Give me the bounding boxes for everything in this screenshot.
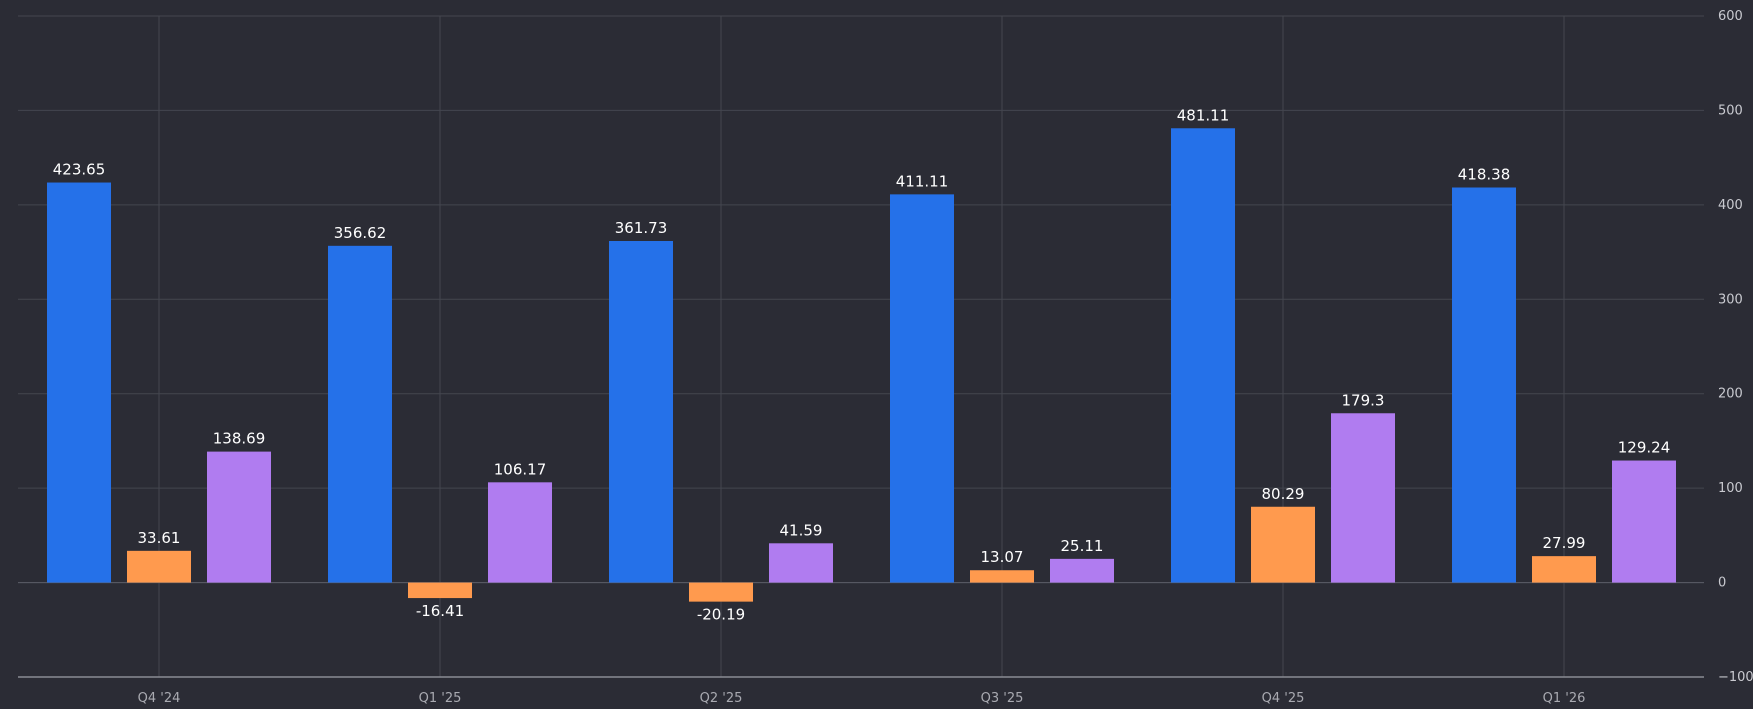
data-labels: 423.65 356.62 361.73 411.11 481.11 418.38 33.6… xyxy=(53,106,1671,623)
bar xyxy=(207,451,271,583)
bar xyxy=(1452,187,1516,583)
y-tick-label: 600 xyxy=(1718,9,1743,24)
bar xyxy=(328,245,392,583)
bar xyxy=(408,582,472,599)
data-label: -16.41 xyxy=(416,602,464,620)
x-tick-label: Q4 '24 xyxy=(138,691,181,706)
data-label: 27.99 xyxy=(1543,534,1586,552)
x-tick-label: Q2 '25 xyxy=(700,691,743,706)
bar xyxy=(1251,506,1315,583)
x-tick-label: Q1 '25 xyxy=(419,691,462,706)
data-label: 481.11 xyxy=(1177,106,1230,124)
y-tick-label: 100 xyxy=(1718,481,1743,496)
bar xyxy=(970,570,1034,583)
data-label: 411.11 xyxy=(896,172,949,190)
y-tick-label: 300 xyxy=(1718,292,1743,307)
bars xyxy=(47,128,1676,602)
y-tick-label: −100 xyxy=(1718,670,1753,685)
bar xyxy=(769,543,833,583)
data-label: 361.73 xyxy=(615,219,668,237)
bar xyxy=(1171,128,1235,583)
y-axis-ticks: 600 500 400 300 200 100 0 −100 xyxy=(1718,9,1753,685)
x-tick-label: Q1 '26 xyxy=(1543,691,1586,706)
y-tick-label: 200 xyxy=(1718,387,1743,402)
bar xyxy=(1612,460,1676,583)
data-label: 41.59 xyxy=(780,521,823,539)
x-tick-label: Q4 '25 xyxy=(1262,691,1305,706)
bar xyxy=(1331,413,1395,583)
bar xyxy=(609,240,673,583)
bar xyxy=(47,182,111,583)
data-label: 33.61 xyxy=(138,529,181,547)
gridlines xyxy=(18,15,1704,678)
data-label: 80.29 xyxy=(1262,485,1305,503)
bar xyxy=(890,194,954,583)
data-label: -20.19 xyxy=(697,606,745,624)
bar xyxy=(1050,558,1114,583)
bar xyxy=(488,482,552,583)
y-tick-label: 400 xyxy=(1718,198,1743,213)
data-label: 179.3 xyxy=(1342,391,1385,409)
y-tick-label: 0 xyxy=(1718,576,1726,591)
data-label: 25.11 xyxy=(1061,537,1104,555)
bar xyxy=(127,550,191,583)
data-label: 13.07 xyxy=(981,548,1024,566)
y-tick-label: 500 xyxy=(1718,103,1743,118)
data-label: 418.38 xyxy=(1458,166,1511,184)
x-tick-label: Q3 '25 xyxy=(981,691,1024,706)
data-label: 129.24 xyxy=(1618,439,1671,457)
data-label: 106.17 xyxy=(494,460,547,478)
data-label: 356.62 xyxy=(334,224,387,242)
data-label: 138.69 xyxy=(213,430,266,448)
data-label: 423.65 xyxy=(53,161,106,179)
x-axis-ticks: Q4 '24 Q1 '25 Q2 '25 Q3 '25 Q4 '25 Q1 '26 xyxy=(138,691,1586,706)
bar xyxy=(689,582,753,602)
bar xyxy=(1532,556,1596,583)
